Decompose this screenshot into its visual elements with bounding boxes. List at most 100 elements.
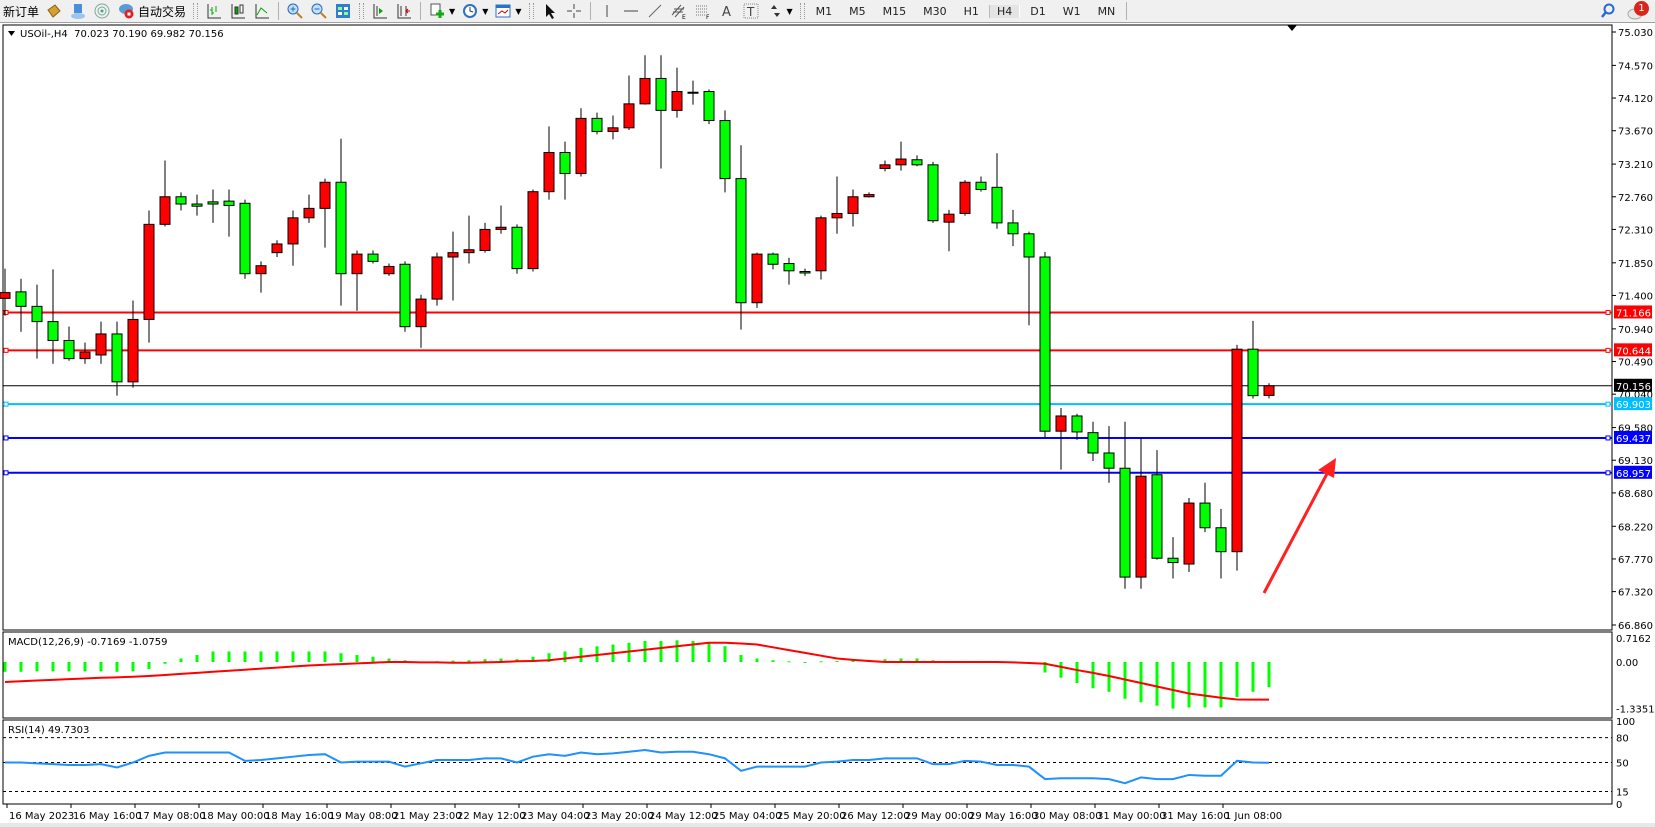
macd-histogram-bar (579, 648, 583, 662)
candle-body (751, 253, 763, 304)
autoscroll-button[interactable] (392, 1, 416, 22)
macd-histogram-bar (1075, 662, 1079, 683)
toolbar-grip[interactable] (359, 3, 365, 19)
arrows-button[interactable]: ▼ (763, 1, 796, 22)
macd-histogram-bar (355, 655, 359, 662)
candle-body (127, 318, 139, 383)
candle (287, 210, 299, 266)
current-price-tag-bg (1614, 378, 1652, 392)
new-chart-button[interactable]: ▼ (425, 1, 458, 22)
candle-body (335, 181, 347, 275)
templates-button[interactable]: ▼ (491, 1, 524, 22)
timeframe-h4[interactable]: H4 (988, 4, 1021, 18)
macd-histogram-bar (483, 659, 487, 662)
candle (1135, 437, 1147, 589)
price-tick-label: 72.310 (1618, 225, 1653, 236)
time-tick-label: 30 May 08:00 (1033, 811, 1102, 822)
timeframe-m30[interactable]: M30 (923, 4, 947, 18)
macd-histogram-bar (131, 662, 135, 672)
macd-histogram-bar (67, 662, 71, 672)
zoom-in-button[interactable] (283, 1, 307, 22)
macd-histogram-bar (739, 655, 743, 662)
chart-window[interactable]: 75.030 74.570 74.120 73.670 73.210 72.760 72.3… (0, 23, 1655, 827)
timeframe-d1[interactable]: D1 (1030, 4, 1046, 18)
candle (1039, 251, 1051, 438)
new-order-button[interactable]: 新订单 (0, 1, 42, 22)
candle-body (319, 181, 331, 209)
timeframe-m1[interactable]: M1 (815, 4, 833, 18)
macd-histogram-bar (803, 662, 807, 663)
new-order-label: 新订单 (3, 4, 40, 19)
candle-body (719, 120, 731, 180)
price-tick-label: 72.760 (1618, 193, 1653, 204)
rsi-tick-label: 100 (1616, 717, 1635, 728)
cursor-icon (545, 4, 555, 19)
toolbar-grip[interactable] (528, 3, 534, 19)
price-tag-bg (1614, 430, 1652, 444)
rsi-indicator: 100 80 50 150 (3, 717, 1635, 811)
chart-shift-marker-icon[interactable] (1287, 25, 1297, 31)
cursor-button[interactable] (538, 1, 562, 22)
timeframe-m15[interactable]: M15 (882, 4, 907, 18)
fibonacci-button[interactable]: F (691, 1, 715, 22)
market-watch-button[interactable] (42, 1, 66, 22)
toolbar-grip[interactable] (799, 3, 805, 19)
rsi-tick-label: 80 (1616, 734, 1629, 745)
tile-windows-button[interactable] (331, 1, 355, 22)
notifications-button[interactable]: 1 (1627, 1, 1649, 20)
line-handle (1605, 401, 1611, 407)
crosshair-button[interactable] (562, 1, 586, 22)
svg-text:E: E (682, 14, 686, 20)
timeframe-w1[interactable]: W1 (1062, 4, 1081, 18)
toolbar-separator (589, 2, 591, 20)
toolbar-grip[interactable] (193, 3, 199, 19)
macd-histogram-bar (1171, 662, 1175, 709)
periods-button[interactable]: ▼ (458, 1, 491, 22)
price-tick-label: 71.400 (1618, 291, 1653, 302)
candle-body (15, 291, 27, 307)
data-window-button[interactable] (66, 1, 90, 22)
trendline-button[interactable] (643, 1, 667, 22)
candle-body (255, 265, 267, 275)
price-tick-label: 74.120 (1618, 94, 1653, 105)
timeframe-h1[interactable]: H1 (963, 4, 979, 18)
macd-histogram-bar (563, 651, 567, 662)
drawn-arrow[interactable] (1262, 458, 1336, 594)
candle (991, 153, 1003, 229)
candle (351, 250, 363, 311)
timeframe-mn[interactable]: MN (1097, 4, 1116, 18)
line-chart-button[interactable] (250, 1, 274, 22)
macd-histogram-bar (163, 662, 167, 664)
macd-histogram-bar (387, 658, 391, 662)
candle (159, 160, 171, 227)
text-button[interactable]: A (715, 1, 739, 22)
equidistant-channel-icon: E (671, 4, 686, 20)
timeframe-m5[interactable]: M5 (849, 4, 866, 18)
candle (1023, 231, 1035, 326)
dropdown-arrow-icon: ▼ (786, 6, 793, 16)
candle (495, 205, 507, 234)
chart-shift-button[interactable] (368, 1, 392, 22)
candle (511, 224, 523, 274)
candle (335, 138, 347, 306)
bar-chart-button[interactable] (202, 1, 226, 22)
search-icon[interactable] (1599, 2, 1617, 20)
navigator-button[interactable] (90, 1, 114, 22)
candlestick-button[interactable] (226, 1, 250, 22)
macd-histogram-bar (115, 662, 119, 672)
text-label-button[interactable]: T (739, 1, 763, 22)
candle (191, 194, 203, 216)
dropdown-triangle-icon[interactable] (8, 31, 15, 36)
equidistant-channel-button[interactable]: E (667, 1, 691, 22)
candle (719, 110, 731, 193)
auto-trading-button[interactable]: 自动交易 (114, 1, 189, 22)
chart-background (0, 23, 1655, 827)
candle-body (607, 127, 619, 132)
candle-body (927, 164, 939, 222)
macd-histogram-bar (1155, 662, 1159, 706)
zoom-out-button[interactable] (307, 1, 331, 22)
vertical-line-button[interactable] (595, 1, 619, 22)
horizontal-line-button[interactable] (619, 1, 643, 22)
candle (15, 278, 27, 332)
candle-body (175, 196, 187, 205)
